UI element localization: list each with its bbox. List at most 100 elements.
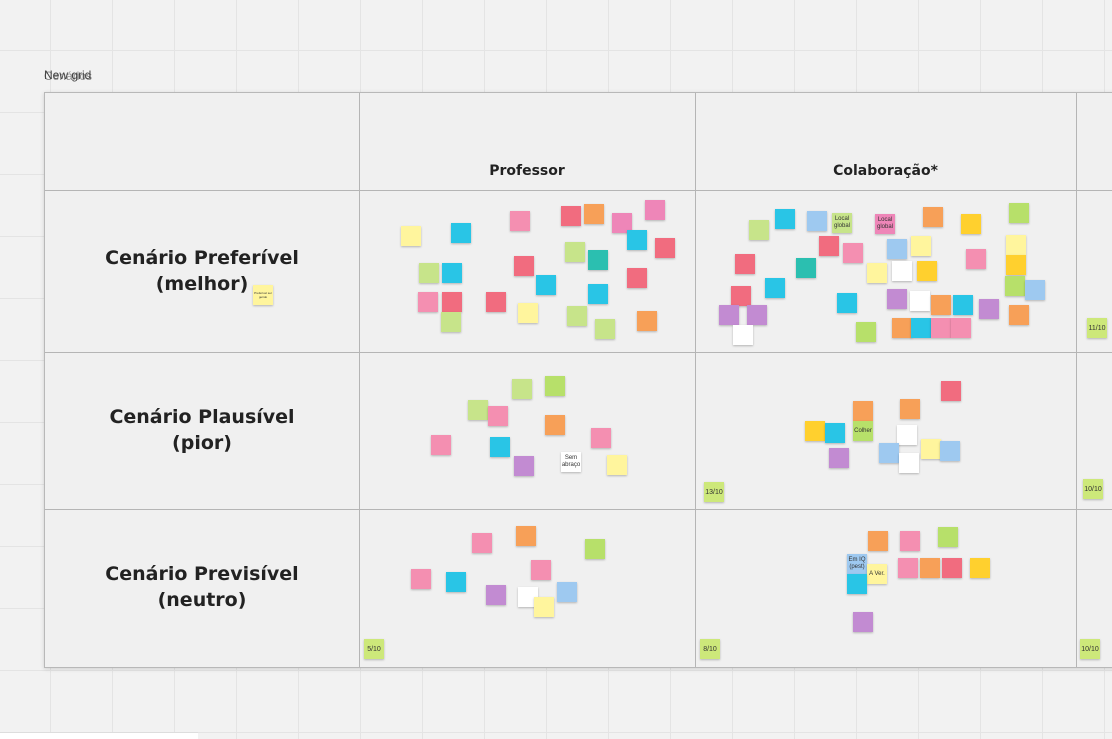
sticky-note[interactable] — [486, 292, 506, 312]
sticky-note[interactable] — [966, 249, 986, 269]
sticky-note[interactable] — [923, 207, 943, 227]
sticky-note[interactable] — [979, 299, 999, 319]
sticky-note[interactable] — [419, 263, 439, 283]
sticky-note[interactable] — [847, 574, 867, 594]
sticky-note[interactable] — [892, 318, 912, 338]
score-badge[interactable]: 10/10 — [1080, 639, 1100, 659]
sticky-note[interactable] — [627, 230, 647, 250]
sticky-note[interactable] — [819, 236, 839, 256]
sticky-note[interactable] — [719, 305, 739, 325]
sticky-note[interactable] — [879, 443, 899, 463]
sticky-note[interactable] — [557, 582, 577, 602]
sticky-note[interactable] — [595, 319, 615, 339]
row-header-previsivel[interactable]: Cenário Previsível (neutro) — [45, 561, 359, 613]
sticky-note[interactable] — [516, 526, 536, 546]
sticky-note[interactable] — [775, 209, 795, 229]
sticky-note[interactable] — [561, 206, 581, 226]
sticky-note[interactable] — [446, 572, 466, 592]
column-header-professor[interactable]: Professor — [489, 163, 565, 179]
sticky-note[interactable] — [931, 295, 951, 315]
sticky-note[interactable] — [953, 295, 973, 315]
sticky-note[interactable] — [843, 243, 863, 263]
sticky-note[interactable] — [951, 318, 971, 338]
column-header-colaboracao[interactable]: Colaboração* — [833, 163, 938, 179]
sticky-note[interactable] — [411, 569, 431, 589]
sticky-note[interactable] — [401, 226, 421, 246]
sticky-note[interactable] — [921, 439, 941, 459]
sticky-note[interactable] — [747, 305, 767, 325]
sticky-note[interactable] — [731, 286, 751, 306]
sticky-note[interactable]: Local global — [875, 214, 895, 234]
sticky-note[interactable] — [961, 214, 981, 234]
sticky-note[interactable]: Colher — [853, 421, 873, 441]
sticky-note[interactable] — [892, 261, 912, 281]
sticky-note[interactable] — [486, 585, 506, 605]
sticky-note[interactable] — [942, 558, 962, 578]
sticky-note[interactable] — [1025, 280, 1045, 300]
sticky-note[interactable] — [765, 278, 785, 298]
sticky-note[interactable] — [510, 211, 530, 231]
sticky-note[interactable] — [536, 275, 556, 295]
sticky-note[interactable] — [1006, 235, 1026, 255]
score-badge[interactable]: 10/10 — [1083, 479, 1103, 499]
sticky-note[interactable] — [853, 612, 873, 632]
sticky-note[interactable] — [512, 379, 532, 399]
sticky-note[interactable] — [607, 455, 627, 475]
sticky-note[interactable] — [584, 204, 604, 224]
sticky-note[interactable] — [472, 533, 492, 553]
sticky-note[interactable]: A Ver. — [867, 564, 887, 584]
sticky-note[interactable] — [518, 587, 538, 607]
sticky-note[interactable] — [442, 292, 462, 312]
sticky-note[interactable] — [588, 284, 608, 304]
sticky-note[interactable] — [655, 238, 675, 258]
sticky-note[interactable] — [805, 421, 825, 441]
frame-label[interactable]: Cenários New grid — [44, 68, 92, 83]
sticky-note[interactable] — [749, 220, 769, 240]
row-header-plausivel[interactable]: Cenário Plausível (pior) — [45, 404, 359, 456]
sticky-note[interactable] — [451, 223, 471, 243]
row-header-preferivel[interactable]: Cenário Preferível (melhor) — [45, 245, 359, 297]
sticky-note[interactable] — [567, 306, 587, 326]
score-badge[interactable]: 11/10 — [1087, 318, 1107, 338]
sticky-note[interactable] — [637, 311, 657, 331]
sticky-note[interactable] — [911, 318, 931, 338]
sticky-note[interactable] — [591, 428, 611, 448]
sticky-note[interactable]: Local global — [832, 213, 852, 233]
sticky-note[interactable] — [627, 268, 647, 288]
sticky-note[interactable] — [612, 213, 632, 233]
sticky-note[interactable] — [418, 292, 438, 312]
sticky-note[interactable] — [518, 303, 538, 323]
sticky-note[interactable] — [898, 558, 918, 578]
sticky-note[interactable]: Sem abraço — [561, 452, 581, 472]
sticky-note[interactable] — [565, 242, 585, 262]
sticky-note[interactable] — [917, 261, 937, 281]
sticky-note[interactable] — [1009, 203, 1029, 223]
sticky-note[interactable] — [1009, 305, 1029, 325]
sticky-note[interactable] — [941, 381, 961, 401]
sticky-note[interactable]: Em IQ (pest) — [847, 554, 867, 574]
sticky-note[interactable] — [468, 400, 488, 420]
sticky-note[interactable] — [920, 558, 940, 578]
sticky-note[interactable] — [490, 437, 510, 457]
sticky-note[interactable] — [796, 258, 816, 278]
sticky-note[interactable] — [900, 531, 920, 551]
sticky-note[interactable] — [837, 293, 857, 313]
sticky-note[interactable] — [887, 239, 907, 259]
sticky-note[interactable] — [825, 423, 845, 443]
sticky-note[interactable] — [733, 325, 753, 345]
sticky-note[interactable] — [938, 527, 958, 547]
sticky-note[interactable] — [488, 406, 508, 426]
sticky-note[interactable] — [545, 415, 565, 435]
sticky-note[interactable] — [531, 560, 551, 580]
sticky-note[interactable] — [534, 597, 554, 617]
sticky-note[interactable] — [514, 256, 534, 276]
sticky-note[interactable] — [585, 539, 605, 559]
sticky-note[interactable] — [910, 291, 930, 311]
score-badge[interactable]: 8/10 — [700, 639, 720, 659]
sticky-note[interactable] — [853, 401, 873, 421]
sticky-note[interactable] — [735, 254, 755, 274]
sticky-note[interactable] — [900, 399, 920, 419]
sticky-note[interactable] — [897, 425, 917, 445]
grid-frame[interactable]: Professor Colaboração* Cenário Preferíve… — [44, 92, 1112, 668]
sticky-note[interactable] — [1006, 255, 1026, 275]
